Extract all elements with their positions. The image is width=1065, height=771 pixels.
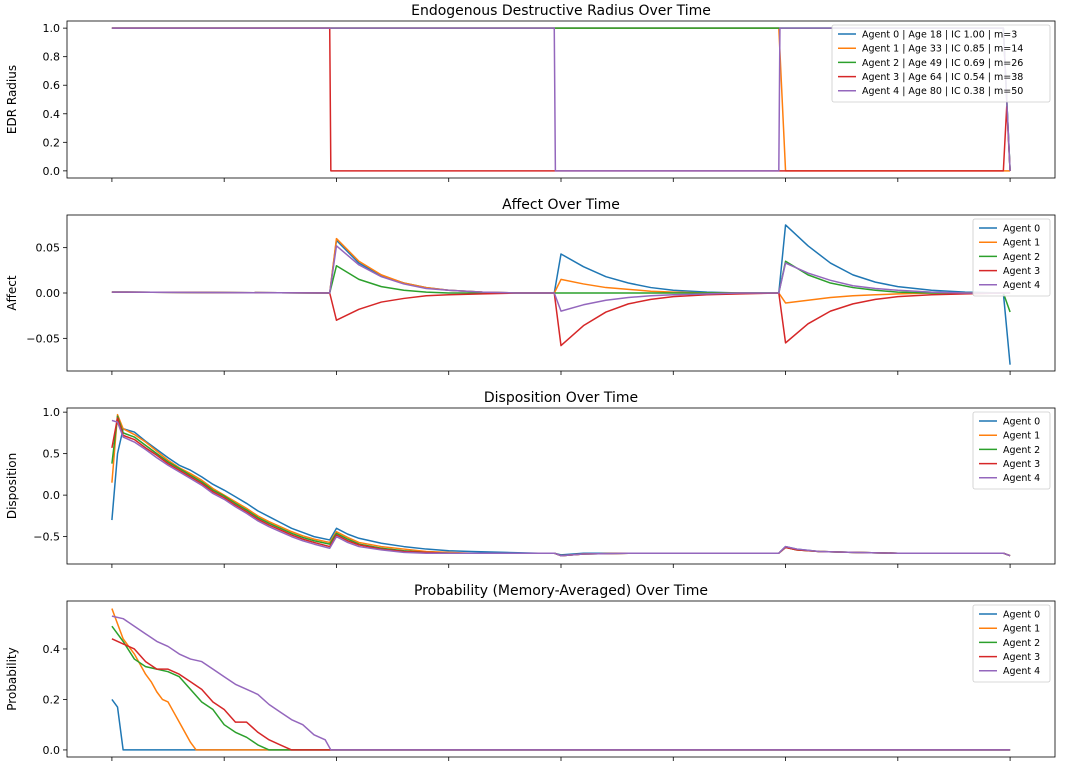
series-line-agent-3 — [111, 638, 1011, 751]
legend-label: Agent 1 — [1003, 624, 1040, 635]
series-line-agent-4 — [111, 245, 1011, 312]
legend-label: Agent 0 — [1003, 223, 1040, 234]
legend-label: Agent 3 | Age 64 | IC 0.54 | m=38 — [862, 72, 1023, 83]
y-tick-label: −0.05 — [26, 332, 60, 345]
series-line-agent-2 — [111, 260, 1011, 313]
y-axis-label: EDR Radius — [5, 65, 19, 134]
series-line-agent-4 — [111, 615, 1011, 751]
legend-label: Agent 4 — [1003, 666, 1040, 677]
series-line-agent-1 — [111, 608, 1011, 751]
series-line-agent-3 — [111, 417, 1011, 557]
y-axis-label: Affect — [5, 275, 19, 310]
legend-label: Agent 3 — [1003, 652, 1040, 663]
y-tick-label: 0.2 — [43, 693, 61, 706]
legend-label: Agent 1 | Age 33 | IC 0.85 | m=14 — [862, 44, 1023, 55]
y-tick-label: 0.0 — [43, 744, 61, 757]
legend-label: Agent 2 — [1003, 445, 1040, 456]
legend-label: Agent 3 — [1003, 459, 1040, 470]
chart-panel-2: Disposition Over Time Disposition −0.5 0.0 0… — [5, 390, 1056, 568]
series-line-agent-4 — [111, 419, 1011, 557]
y-tick-label: 0.0 — [43, 489, 61, 502]
y-tick-label: 0.8 — [43, 51, 61, 64]
y-tick-label: 0.4 — [43, 643, 61, 656]
chart-title: Disposition Over Time — [484, 390, 638, 406]
plot-area — [66, 600, 1056, 758]
y-tick-label: 1.0 — [43, 406, 61, 419]
y-axis-label: Disposition — [5, 453, 19, 519]
chart-title: Probability (Memory-Averaged) Over Time — [414, 583, 708, 599]
y-axis-label: Probability — [5, 647, 19, 710]
series-line-agent-2 — [111, 625, 1011, 751]
y-tick-label: 0.6 — [43, 79, 61, 92]
chart-panel-1: Affect Over Time Affect −0.05 0.00 0.05 Agent… — [5, 197, 1056, 375]
series-line-agent-0 — [111, 699, 1011, 751]
legend: Agent 0 | Age 18 | IC 1.00 | m=3 Agent 1 … — [831, 24, 1051, 103]
legend-label: Agent 2 — [1003, 252, 1040, 263]
legend-label: Agent 1 — [1003, 238, 1040, 249]
y-tick-label: −0.5 — [33, 531, 60, 544]
y-tick-label: 0.5 — [43, 448, 61, 461]
legend-label: Agent 3 — [1003, 266, 1040, 277]
series-line-agent-2 — [111, 415, 1011, 557]
series-line-agent-1 — [111, 237, 1011, 304]
legend-label: Agent 0 — [1003, 416, 1040, 427]
y-tick-label: 0.0 — [43, 165, 61, 178]
legend-label: Agent 1 — [1003, 431, 1040, 442]
series-line-agent-1 — [111, 413, 1011, 557]
legend: Agent 0 Agent 1 Agent 2 Agent 3 Agent 4 — [972, 604, 1051, 683]
legend-label: Agent 2 | Age 49 | IC 0.69 | m=26 — [862, 58, 1023, 69]
y-tick-label: 1.0 — [43, 22, 61, 35]
chart-panel-3: Probability (Memory-Averaged) Over Time P… — [5, 583, 1056, 761]
chart-title: Endogenous Destructive Radius Over Time — [411, 3, 711, 19]
y-tick-label: 0.2 — [43, 136, 61, 149]
legend: Agent 0 Agent 1 Agent 2 Agent 3 Agent 4 — [972, 411, 1051, 490]
legend-label: Agent 4 — [1003, 280, 1040, 291]
y-tick-label: 0.05 — [36, 242, 61, 255]
y-tick-label: 0.4 — [43, 108, 61, 121]
legend: Agent 0 Agent 1 Agent 2 Agent 3 Agent 4 — [972, 218, 1051, 297]
plot-area — [66, 20, 1056, 179]
chart-panel-0: Endogenous Destructive Radius Over Time E… — [5, 3, 1056, 182]
chart-title: Affect Over Time — [502, 197, 620, 213]
series-line-agent-0 — [111, 427, 1011, 557]
series-line-agent-3 — [111, 291, 1011, 347]
legend-label: Agent 0 | Age 18 | IC 1.00 | m=3 — [862, 29, 1017, 40]
legend-label: Agent 0 — [1003, 609, 1040, 620]
y-tick-label: 0.00 — [36, 287, 61, 300]
plot-area — [66, 214, 1056, 372]
legend-label: Agent 4 — [1003, 473, 1040, 484]
plot-area — [66, 407, 1056, 565]
legend-label: Agent 4 | Age 80 | IC 0.38 | m=50 — [862, 86, 1023, 97]
legend-label: Agent 2 — [1003, 638, 1040, 649]
